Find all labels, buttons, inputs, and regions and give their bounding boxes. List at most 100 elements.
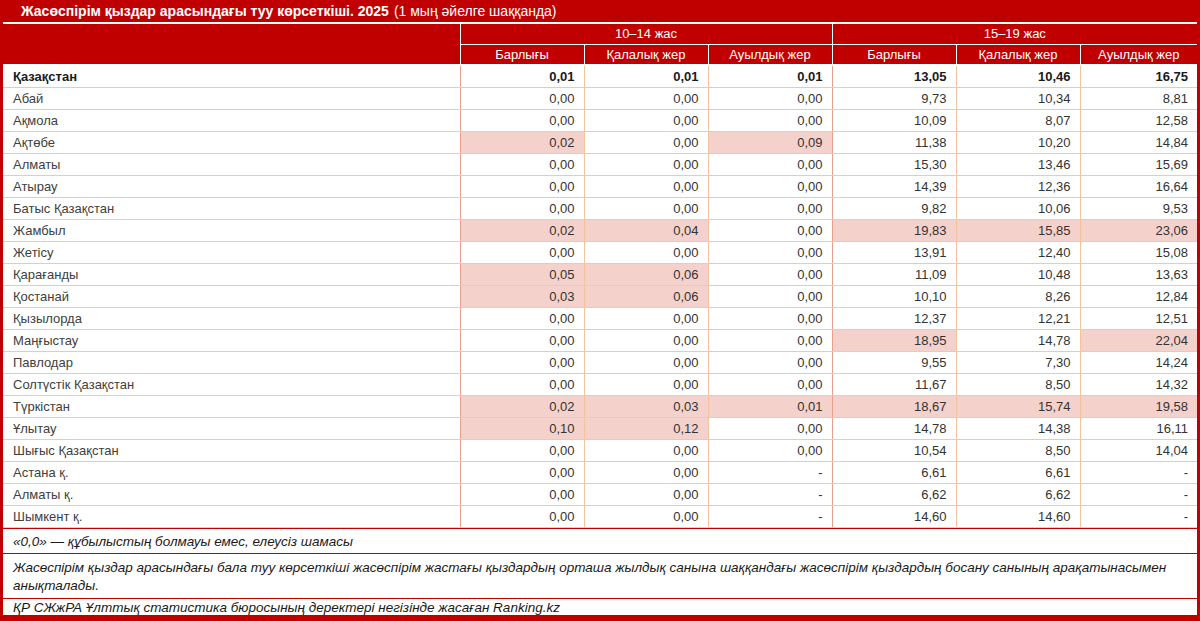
value-cell: 0,01: [584, 65, 708, 87]
value-cell: 0,00: [584, 329, 708, 351]
table-row: Қызылорда0,000,000,0012,3712,2112,51: [3, 307, 1197, 329]
page-title: Жасөспірім қыздар арасындағы туу көрсетк…: [21, 3, 389, 19]
region-name: Ұлытау: [3, 417, 460, 439]
value-cell: 6,61: [832, 461, 956, 483]
table-row: Абай0,000,000,009,7310,348,81: [3, 87, 1197, 109]
region-name: Шығыс Қазақстан: [3, 439, 460, 461]
value-cell: 0,05: [460, 263, 584, 285]
value-cell: 10,34: [956, 87, 1080, 109]
value-cell: 0,00: [708, 87, 832, 109]
table-row: Жамбыл0,020,040,0019,8315,8523,06: [3, 219, 1197, 241]
table-row: Астана қ.0,000,00-6,616,61-: [3, 461, 1197, 483]
value-cell: 0,00: [584, 351, 708, 373]
region-name: Түркістан: [3, 395, 460, 417]
value-cell: 14,32: [1080, 373, 1197, 395]
value-cell: 12,84: [1080, 285, 1197, 307]
region-name: Алматы қ.: [3, 483, 460, 505]
infographic-table: Жасөспірім қыздар арасындағы туу көрсетк…: [0, 0, 1200, 621]
data-table: 10–14 жас 15–19 жас Барлығы Қалалық жер …: [3, 24, 1197, 528]
column-header-urban-2: Қалалық жер: [956, 44, 1080, 65]
value-cell: 8,07: [956, 109, 1080, 131]
value-cell: 16,64: [1080, 175, 1197, 197]
value-cell: 13,05: [832, 65, 956, 87]
table-row: Атырау0,000,000,0014,3912,3616,64: [3, 175, 1197, 197]
table-row: Ақтөбе0,020,000,0911,3810,2014,84: [3, 131, 1197, 153]
value-cell: 0,00: [708, 351, 832, 373]
value-cell: 0,10: [460, 417, 584, 439]
table-body: Қазақстан0,010,010,0113,0510,4616,75Абай…: [3, 65, 1197, 527]
value-cell: 0,02: [460, 131, 584, 153]
value-cell: 7,30: [956, 351, 1080, 373]
region-name: Батыс Қазақстан: [3, 197, 460, 219]
column-header-urban-1: Қалалық жер: [584, 44, 708, 65]
value-cell: 0,00: [460, 307, 584, 329]
value-cell: 0,04: [584, 219, 708, 241]
table-row: Павлодар0,000,000,009,557,3014,24: [3, 351, 1197, 373]
value-cell: 0,00: [708, 153, 832, 175]
value-cell: 6,61: [956, 461, 1080, 483]
value-cell: 10,48: [956, 263, 1080, 285]
value-cell: 0,00: [584, 241, 708, 263]
value-cell: 10,54: [832, 439, 956, 461]
value-cell: 0,00: [460, 373, 584, 395]
value-cell: 13,91: [832, 241, 956, 263]
region-name: Қазақстан: [3, 65, 460, 87]
value-cell: 0,02: [460, 395, 584, 417]
table-row: Ақмола0,000,000,0010,098,0712,58: [3, 109, 1197, 131]
table-row: Батыс Қазақстан0,000,000,009,8210,069,53: [3, 197, 1197, 219]
value-cell: 0,01: [460, 65, 584, 87]
table-row: Шығыс Қазақстан0,000,000,0010,548,5014,0…: [3, 439, 1197, 461]
region-name: Қызылорда: [3, 307, 460, 329]
value-cell: 12,37: [832, 307, 956, 329]
value-cell: 18,67: [832, 395, 956, 417]
value-cell: 16,11: [1080, 417, 1197, 439]
value-cell: 0,03: [460, 285, 584, 307]
value-cell: 8,81: [1080, 87, 1197, 109]
value-cell: 0,00: [584, 175, 708, 197]
value-cell: 14,38: [956, 417, 1080, 439]
region-name: Маңғыстау: [3, 329, 460, 351]
value-cell: 18,95: [832, 329, 956, 351]
region-column-header: [3, 24, 460, 65]
value-cell: 12,40: [956, 241, 1080, 263]
table-row: Солтүстік Қазақстан0,000,000,0011,678,50…: [3, 373, 1197, 395]
region-name: Шымкент қ.: [3, 505, 460, 527]
region-name: Жамбыл: [3, 219, 460, 241]
table-row: Алматы0,000,000,0015,3013,4615,69: [3, 153, 1197, 175]
region-name: Абай: [3, 87, 460, 109]
value-cell: 19,83: [832, 219, 956, 241]
value-cell: -: [708, 505, 832, 527]
value-cell: 0,00: [460, 153, 584, 175]
footnote-methodology: Жасөспірім қыздар арасындағы бала туу кө…: [3, 554, 1197, 599]
region-name: Солтүстік Қазақстан: [3, 373, 460, 395]
value-cell: 0,00: [708, 329, 832, 351]
value-cell: 0,00: [584, 483, 708, 505]
value-cell: 14,04: [1080, 439, 1197, 461]
value-cell: 14,84: [1080, 131, 1197, 153]
region-name: Астана қ.: [3, 461, 460, 483]
value-cell: 0,00: [708, 307, 832, 329]
value-cell: -: [708, 461, 832, 483]
value-cell: 10,06: [956, 197, 1080, 219]
value-cell: 8,50: [956, 439, 1080, 461]
value-cell: 0,00: [460, 87, 584, 109]
value-cell: 0,02: [460, 219, 584, 241]
table-row: Шымкент қ.0,000,00-14,6014,60-: [3, 505, 1197, 527]
value-cell: 0,00: [584, 439, 708, 461]
column-header-rural-1: Ауылдық жер: [708, 44, 832, 65]
value-cell: 23,06: [1080, 219, 1197, 241]
value-cell: 10,09: [832, 109, 956, 131]
table-row: Ұлытау0,100,120,0014,7814,3816,11: [3, 417, 1197, 439]
value-cell: 10,20: [956, 131, 1080, 153]
value-cell: 0,00: [460, 197, 584, 219]
value-cell: 0,00: [584, 87, 708, 109]
value-cell: 15,85: [956, 219, 1080, 241]
value-cell: 6,62: [832, 483, 956, 505]
region-name: Павлодар: [3, 351, 460, 373]
table-row: Түркістан0,020,030,0118,6715,7419,58: [3, 395, 1197, 417]
value-cell: 0,00: [460, 483, 584, 505]
value-cell: 14,78: [832, 417, 956, 439]
value-cell: 0,00: [708, 373, 832, 395]
table-row: Алматы қ.0,000,00-6,626,62-: [3, 483, 1197, 505]
value-cell: 0,00: [708, 417, 832, 439]
